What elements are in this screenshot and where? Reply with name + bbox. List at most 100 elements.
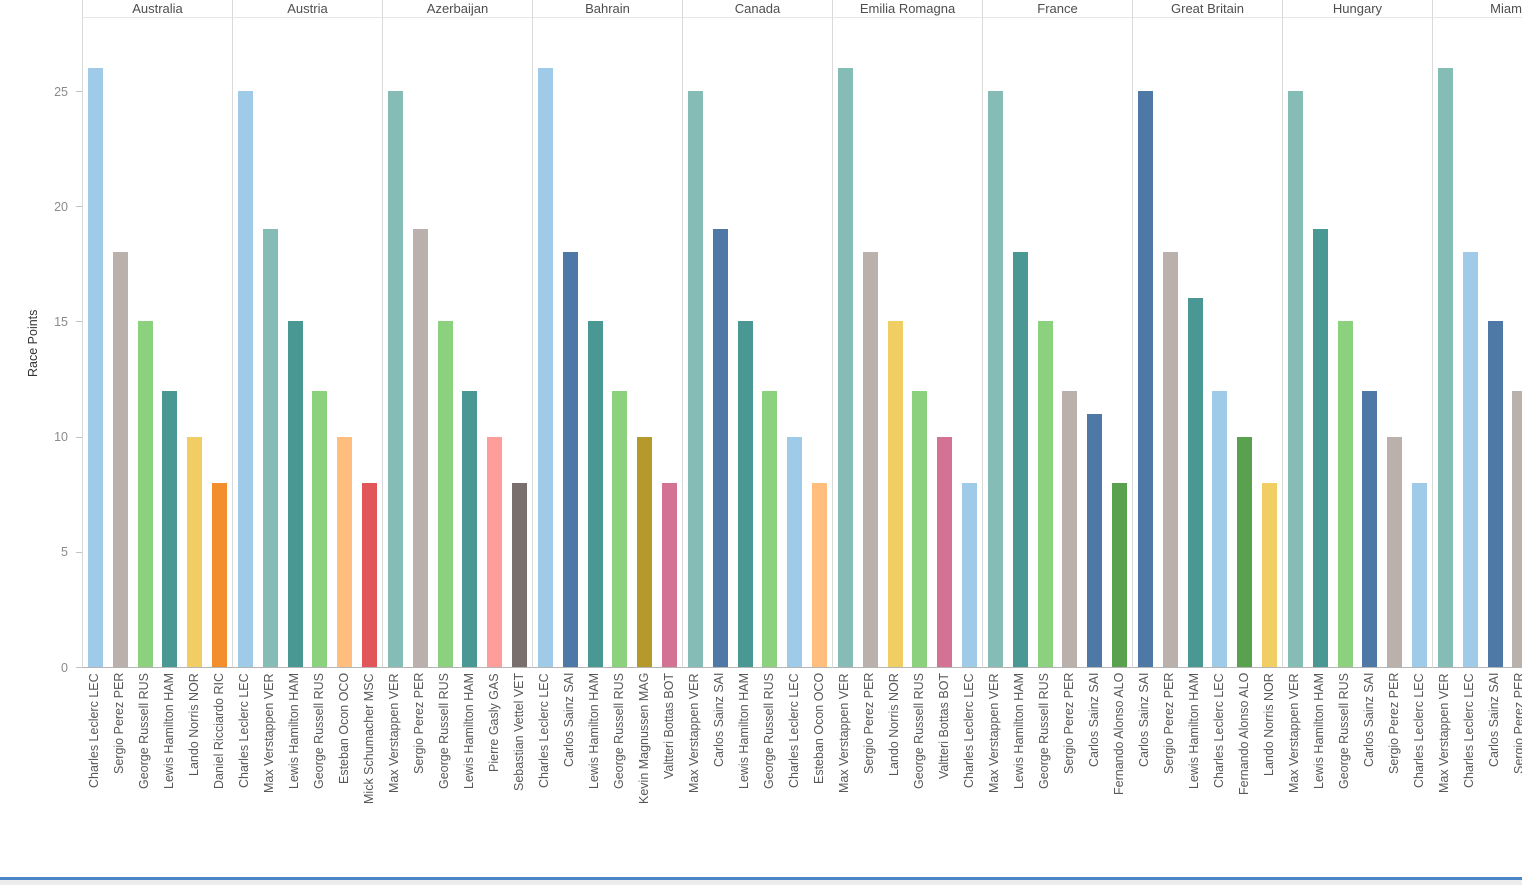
- race-points-bar[interactable]: [987, 91, 1003, 667]
- bar-slot: [408, 229, 433, 667]
- bar-slot: [983, 91, 1008, 667]
- race-points-bar[interactable]: [587, 321, 603, 667]
- race-points-bar[interactable]: [1212, 390, 1228, 667]
- x-axis-driver-label: Kevin Magnussen MAG: [637, 673, 651, 805]
- bar-slot: [883, 321, 908, 667]
- race-points-bar[interactable]: [462, 390, 478, 667]
- race-points-bar[interactable]: [537, 67, 553, 667]
- race-points-bar[interactable]: [337, 436, 353, 667]
- bar-slot: [558, 252, 583, 667]
- x-axis-driver-label: Valtteri Bottas BOT: [937, 673, 951, 780]
- race-points-bar[interactable]: [1137, 91, 1153, 667]
- x-axis-driver-label: Lewis Hamilton HAM: [162, 673, 176, 790]
- panel-header: Emilia Romagna: [832, 0, 982, 18]
- race-points-bar[interactable]: [1437, 67, 1453, 667]
- x-axis-driver-label: Lewis Hamilton HAM: [1012, 673, 1026, 790]
- x-axis-driver-label: Max Verstappen VER: [687, 673, 701, 793]
- race-points-bar[interactable]: [712, 229, 728, 667]
- race-points-bar[interactable]: [1162, 252, 1178, 667]
- race-points-bar[interactable]: [737, 321, 753, 667]
- bar-slot: [807, 482, 832, 667]
- race-points-bar[interactable]: [912, 390, 928, 667]
- x-axis-driver-label: Lando Norris NOR: [187, 673, 201, 776]
- x-axis-driver-label: Max Verstappen VER: [1437, 673, 1451, 793]
- bar-slot: [1507, 390, 1522, 667]
- x-axis-driver-label: Max Verstappen VER: [387, 673, 401, 793]
- race-points-bar[interactable]: [687, 91, 703, 667]
- race-points-bar[interactable]: [87, 67, 103, 667]
- bar-slot: [1407, 482, 1432, 667]
- window-bottom-strip: [0, 880, 1522, 885]
- bar-slot: [157, 390, 182, 667]
- race-points-bar[interactable]: [237, 91, 253, 667]
- race-points-bar[interactable]: [1512, 390, 1522, 667]
- panel-x-labels: Max Verstappen VER Charles Leclerc LEC Car…: [1432, 668, 1522, 858]
- race-points-bar[interactable]: [787, 436, 803, 667]
- panel-header: Great Britain: [1132, 0, 1282, 18]
- race-points-bar[interactable]: [1087, 413, 1103, 667]
- race-points-bar[interactable]: [137, 321, 153, 667]
- race-points-bar[interactable]: [637, 436, 653, 667]
- race-points-bar[interactable]: [387, 91, 403, 667]
- race-points-bar[interactable]: [362, 482, 378, 667]
- panel-plot: [1282, 18, 1432, 668]
- race-points-bar[interactable]: [312, 390, 328, 667]
- panel-header: Canada: [682, 0, 832, 18]
- race-points-bar[interactable]: [262, 229, 278, 667]
- race-points-bar[interactable]: [1187, 298, 1203, 667]
- race-points-bar[interactable]: [762, 390, 778, 667]
- race-points-bar[interactable]: [962, 482, 978, 667]
- race-points-bar[interactable]: [662, 482, 678, 667]
- race-points-bar[interactable]: [212, 482, 228, 667]
- race-points-bar[interactable]: [162, 390, 178, 667]
- bar-slot: [657, 482, 682, 667]
- race-points-bar[interactable]: [1312, 229, 1328, 667]
- race-points-bar[interactable]: [512, 482, 528, 667]
- race-points-bar[interactable]: [1462, 252, 1478, 667]
- y-tick-label: 0: [61, 660, 68, 675]
- panel-plot: [82, 18, 232, 668]
- race-points-bar[interactable]: [612, 390, 628, 667]
- race-points-bar[interactable]: [862, 252, 878, 667]
- race-points-bar[interactable]: [887, 321, 903, 667]
- race-points-bar[interactable]: [1237, 436, 1253, 667]
- race-points-bar[interactable]: [287, 321, 303, 667]
- race-points-bar[interactable]: [1287, 91, 1303, 667]
- race-points-bar[interactable]: [1112, 482, 1128, 667]
- panel-header: Miami: [1432, 0, 1522, 18]
- bar-slot: [1483, 321, 1508, 667]
- bar-slot: [907, 390, 932, 667]
- panel-header: Austria: [232, 0, 382, 18]
- race-points-bar[interactable]: [1037, 321, 1053, 667]
- bar-slot: [1133, 91, 1158, 667]
- bar-slot: [283, 321, 308, 667]
- x-axis-driver-label: Lewis Hamilton HAM: [462, 673, 476, 790]
- panel-plot: [382, 18, 532, 668]
- race-points-bar[interactable]: [1362, 390, 1378, 667]
- bar-slot: [1458, 252, 1483, 667]
- race-points-bar[interactable]: [562, 252, 578, 667]
- x-axis-driver-label: Lando Norris NOR: [887, 673, 901, 776]
- bar-slot: [482, 436, 507, 667]
- race-points-bar[interactable]: [1337, 321, 1353, 667]
- race-points-bar[interactable]: [937, 436, 953, 667]
- race-points-bar[interactable]: [1412, 482, 1428, 667]
- bar-slot: [1207, 390, 1232, 667]
- race-points-bar[interactable]: [812, 482, 828, 667]
- race-points-bar[interactable]: [1487, 321, 1503, 667]
- bar-slot: [782, 436, 807, 667]
- race-points-bar[interactable]: [1262, 482, 1278, 667]
- race-points-bar[interactable]: [487, 436, 503, 667]
- race-points-bar[interactable]: [437, 321, 453, 667]
- x-axis-driver-label: Sergio Perez PER: [862, 673, 876, 775]
- race-points-bar[interactable]: [1062, 390, 1078, 667]
- race-points-bar[interactable]: [412, 229, 428, 667]
- race-points-bar[interactable]: [837, 67, 853, 667]
- race-points-bar[interactable]: [187, 436, 203, 667]
- panel-x-labels: Charles Leclerc LEC Max Verstappen VER Lew…: [232, 668, 382, 858]
- race-points-bar[interactable]: [1387, 436, 1403, 667]
- race-points-bar[interactable]: [112, 252, 128, 667]
- race-points-bar[interactable]: [1012, 252, 1028, 667]
- bar-slot: [632, 436, 657, 667]
